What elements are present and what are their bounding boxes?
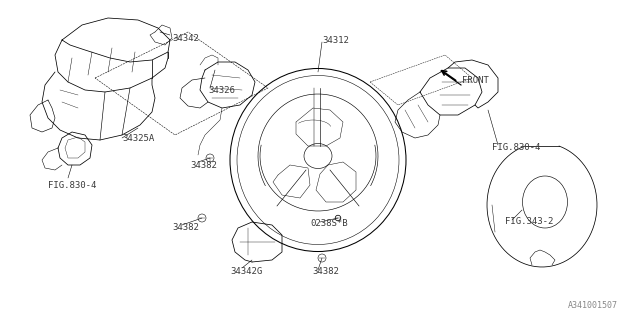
Text: 34382: 34382 (190, 161, 217, 170)
Text: A341001507: A341001507 (568, 301, 618, 310)
Text: 34326: 34326 (208, 85, 235, 94)
Text: FIG.343-2: FIG.343-2 (505, 218, 554, 227)
Text: 34382: 34382 (172, 223, 199, 233)
Text: 0238S*B: 0238S*B (310, 219, 348, 228)
Text: 34382: 34382 (312, 268, 339, 276)
Text: 34342G: 34342G (230, 268, 262, 276)
Text: FIG.830-4: FIG.830-4 (492, 142, 540, 151)
Text: 34342: 34342 (172, 34, 199, 43)
Text: 34325A: 34325A (122, 133, 154, 142)
Text: FRONT: FRONT (462, 76, 489, 84)
Text: 34312: 34312 (322, 36, 349, 44)
Text: FIG.830-4: FIG.830-4 (48, 180, 97, 189)
